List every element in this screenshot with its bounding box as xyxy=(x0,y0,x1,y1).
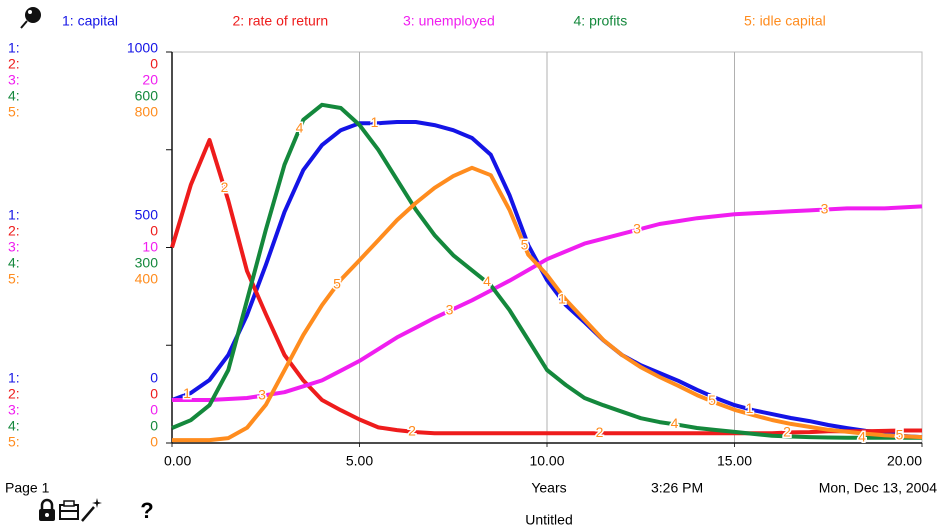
curve-marker: 3 xyxy=(258,386,266,402)
axis-key: 4: xyxy=(8,255,20,271)
print-icon[interactable] xyxy=(59,500,79,520)
axis-key: 3: xyxy=(8,402,20,418)
y-tick-label: 800 xyxy=(135,104,159,120)
y-tick-label: 10 xyxy=(142,239,158,255)
date-label: Mon, Dec 13, 2004 xyxy=(819,480,938,496)
y-tick-label: 0 xyxy=(150,418,158,434)
curve-marker: 5 xyxy=(896,427,904,443)
axis-key: 1: xyxy=(8,207,20,223)
axis-key: 2: xyxy=(8,223,20,239)
curve-marker: 2 xyxy=(221,179,229,195)
x-tick-label: 5.00 xyxy=(346,453,373,469)
y-tick-label: 1000 xyxy=(127,40,158,56)
curve-marker: 5 xyxy=(708,392,716,408)
curve-marker: 3 xyxy=(821,200,829,216)
axis-key: 4: xyxy=(8,418,20,434)
time-label: 3:26 PM xyxy=(651,480,703,496)
y-tick-label: 0 xyxy=(150,370,158,386)
pin-icon[interactable] xyxy=(20,7,41,29)
x-axis-label: Years xyxy=(531,480,566,496)
axis-key: 5: xyxy=(8,271,20,287)
legend-entry: 2: rate of return xyxy=(233,13,329,29)
legend-entry: 4: profits xyxy=(574,13,628,29)
series-line xyxy=(171,120,923,440)
axis-key: 3: xyxy=(8,72,20,88)
curve-marker: 3 xyxy=(446,302,454,318)
curve-marker: 2 xyxy=(408,422,416,438)
document-title: Untitled xyxy=(525,512,572,528)
curve-marker: 1 xyxy=(746,400,754,416)
legend-entry: 5: idle capital xyxy=(744,13,826,29)
axis-key: 2: xyxy=(8,386,20,402)
curve-marker: 3 xyxy=(633,221,641,237)
x-tick-label: 20.00 xyxy=(887,453,922,469)
y-tick-label: 0 xyxy=(150,56,158,72)
axis-key: 1: xyxy=(8,370,20,386)
y-tick-label: 0 xyxy=(150,402,158,418)
curve-marker: 4 xyxy=(296,119,304,135)
y-tick-label: 0 xyxy=(150,386,158,402)
curve-marker: 2 xyxy=(783,423,791,439)
page-label: Page 1 xyxy=(5,480,50,496)
series-line xyxy=(170,138,922,436)
lock-icon[interactable] xyxy=(39,498,55,521)
y-tick-label: 0 xyxy=(150,434,158,450)
axis-key: 1: xyxy=(8,40,20,56)
y-tick-label: 0 xyxy=(150,223,158,239)
x-tick-label: 15.00 xyxy=(717,453,752,469)
curve-marker: 1 xyxy=(558,291,566,307)
curve-marker: 5 xyxy=(521,237,529,253)
curve-marker: 4 xyxy=(671,415,679,431)
curve-marker: 5 xyxy=(333,276,341,292)
axis-key: 5: xyxy=(8,434,20,450)
legend-entry: 1: capital xyxy=(62,13,118,29)
series-line xyxy=(172,165,923,443)
axis-key: 2: xyxy=(8,56,20,72)
y-tick-label: 20 xyxy=(142,72,158,88)
axis-key: 5: xyxy=(8,104,20,120)
x-tick-label: 0.00 xyxy=(164,453,191,469)
y-tick-label: 400 xyxy=(135,271,159,287)
series-line xyxy=(171,102,922,440)
curve-marker: 1 xyxy=(183,385,191,401)
curve-marker: 1 xyxy=(371,114,379,130)
curve-marker: 4 xyxy=(483,273,491,289)
curve-marker: 2 xyxy=(596,424,604,440)
legend-entry: 3: unemployed xyxy=(403,13,495,29)
y-tick-label: 600 xyxy=(135,88,159,104)
axis-key: 3: xyxy=(8,239,20,255)
wand-icon[interactable] xyxy=(81,498,102,522)
axis-key: 4: xyxy=(8,88,20,104)
help-button[interactable]: ? xyxy=(140,498,153,523)
curve-marker: 4 xyxy=(858,428,866,444)
x-tick-label: 10.00 xyxy=(529,453,564,469)
y-tick-label: 500 xyxy=(135,207,159,223)
series-line xyxy=(172,204,923,402)
y-tick-label: 300 xyxy=(135,255,159,271)
